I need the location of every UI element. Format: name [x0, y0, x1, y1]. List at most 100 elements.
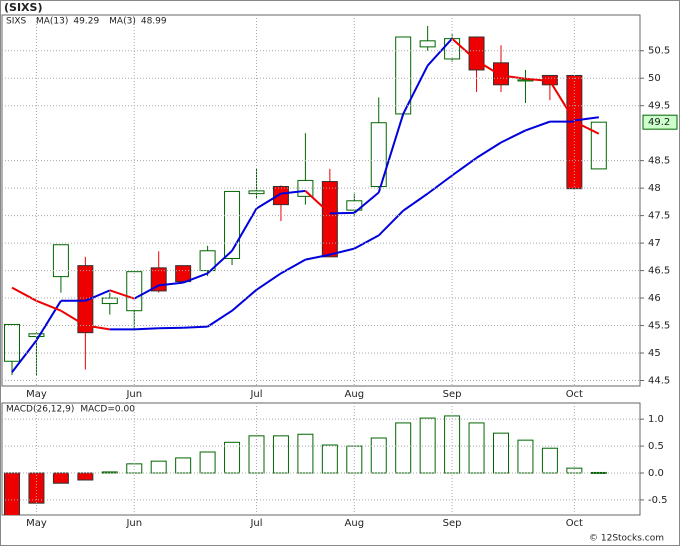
- candle-body: [272, 185, 289, 206]
- ma-segment: [353, 234, 380, 250]
- x-tick-label: Sep: [443, 389, 462, 400]
- bar: [297, 433, 314, 474]
- bar: [224, 441, 241, 474]
- x-tick-label: Jun: [125, 518, 142, 529]
- footer: © 12Stocks.com: [589, 534, 664, 544]
- y-tick-label: 1.0: [648, 414, 664, 425]
- ma-segment: [35, 300, 62, 341]
- candle-body: [101, 297, 118, 305]
- ma-segment: [280, 189, 306, 195]
- ma-segment: [304, 190, 331, 215]
- plot-area: [1, 402, 641, 516]
- ma-segment: [231, 289, 258, 312]
- ma-segment: [158, 326, 184, 330]
- legend-name: MA(13): [36, 17, 68, 27]
- legend-value: 48.99: [141, 17, 167, 27]
- ma-segment: [402, 192, 429, 212]
- chart-title: (SIXS): [4, 1, 42, 14]
- bar: [395, 422, 412, 474]
- ma-segment: [255, 192, 282, 210]
- ma-segment: [183, 325, 208, 329]
- bar: [150, 460, 167, 474]
- candle-body: [4, 323, 20, 362]
- ma-segment: [476, 59, 502, 77]
- bar: [28, 472, 45, 504]
- bar: [126, 463, 143, 474]
- ma-segment: [231, 207, 258, 252]
- candle-body: [321, 181, 338, 258]
- price-box: [642, 114, 678, 130]
- bar: [493, 432, 509, 474]
- legend-value: MACD=0.00: [80, 405, 135, 415]
- ma-segment: [378, 209, 404, 237]
- ma-segment: [427, 174, 453, 195]
- bar: [199, 451, 216, 474]
- ma-segment: [426, 37, 453, 67]
- y-tick-label: 50: [648, 73, 661, 84]
- legend-value: 49.29: [73, 17, 99, 27]
- candle-body: [419, 40, 436, 48]
- ma-segment: [255, 272, 282, 291]
- candle-body: [468, 36, 485, 71]
- x-tick-label: Aug: [345, 518, 365, 529]
- y-tick-label: 48: [648, 183, 661, 194]
- bar: [4, 472, 20, 515]
- bar: [101, 471, 118, 474]
- x-tick-label: Oct: [566, 518, 583, 529]
- ma-segment: [305, 253, 331, 261]
- bar: [52, 472, 69, 484]
- y-tick-label: 0.5: [648, 441, 664, 452]
- y-tick-label: 45: [648, 348, 661, 359]
- y-tick-label: 46.5: [648, 266, 670, 277]
- ma-segment: [525, 120, 551, 132]
- plot: [4, 25, 607, 376]
- legend-symbol: SIXS: [6, 17, 27, 27]
- ma-segment: [549, 80, 576, 122]
- y-tick-label: -0.5: [648, 495, 668, 506]
- plot-area: [1, 14, 641, 387]
- y-tick-label: 47: [648, 238, 661, 249]
- x-tick-label: Jul: [249, 389, 262, 400]
- price-label: 49.2: [648, 117, 670, 128]
- ma-segment: [451, 157, 478, 177]
- x-tick-label: May: [26, 389, 47, 400]
- ma-segment: [377, 113, 405, 193]
- ma-segment: [329, 211, 355, 215]
- candle-body: [370, 122, 387, 187]
- bar: [541, 447, 558, 474]
- ma-segment: [476, 141, 502, 159]
- y-tick-label: 47.5: [648, 211, 670, 222]
- ma-segment: [11, 339, 38, 373]
- x-tick-label: Jul: [249, 518, 262, 529]
- ma-segment: [500, 129, 526, 144]
- ma-segment: [451, 37, 478, 62]
- ma-segment: [85, 324, 110, 331]
- ma-segment: [574, 116, 599, 122]
- y-tick-label: 44.5: [648, 376, 670, 387]
- ma-segment: [36, 299, 62, 312]
- x-tick-label: Sep: [443, 518, 462, 529]
- ma-segment: [206, 250, 233, 275]
- ma-segment: [182, 272, 208, 284]
- bar: [370, 437, 387, 474]
- bar: [346, 445, 363, 474]
- bar: [175, 457, 192, 474]
- bar: [77, 472, 94, 481]
- x-tick-label: Jun: [125, 389, 142, 400]
- legend-name: MACD(26,12,9): [6, 405, 74, 415]
- y-tick-label: 48.5: [648, 156, 670, 167]
- candle-body: [224, 190, 241, 259]
- ma-segment: [280, 258, 306, 275]
- x-tick-label: May: [26, 518, 47, 529]
- ma-segment: [60, 309, 86, 327]
- ma-segment: [158, 281, 184, 287]
- bar: [419, 417, 436, 474]
- bar: [517, 439, 534, 474]
- ma-segment: [525, 77, 550, 82]
- y-tick-label: 50.5: [648, 46, 670, 57]
- bar: [321, 444, 338, 474]
- candle-body: [52, 244, 69, 278]
- candle-body: [175, 265, 192, 283]
